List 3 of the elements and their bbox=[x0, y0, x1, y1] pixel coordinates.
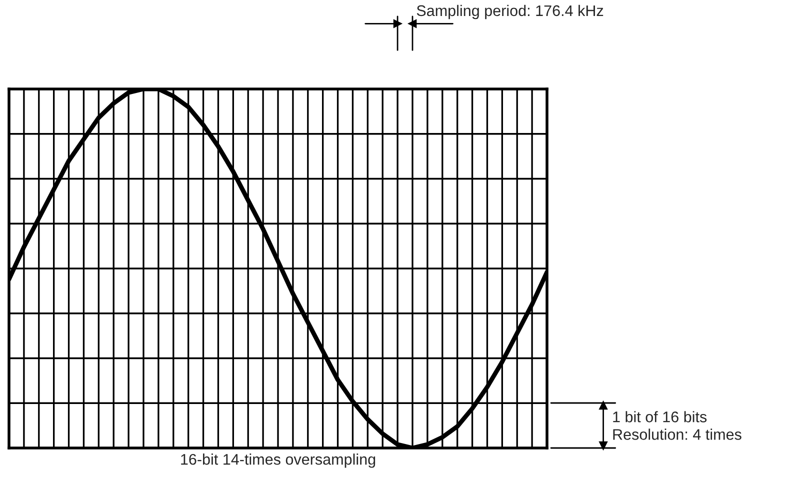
x-axis-title: 16-bit 14-times oversampling bbox=[181, 454, 376, 468]
text: Sampling period: 176.4 kHz bbox=[416, 4, 604, 20]
text: 1 bit of 16 bits Resolution: 4 times bbox=[613, 411, 742, 440]
